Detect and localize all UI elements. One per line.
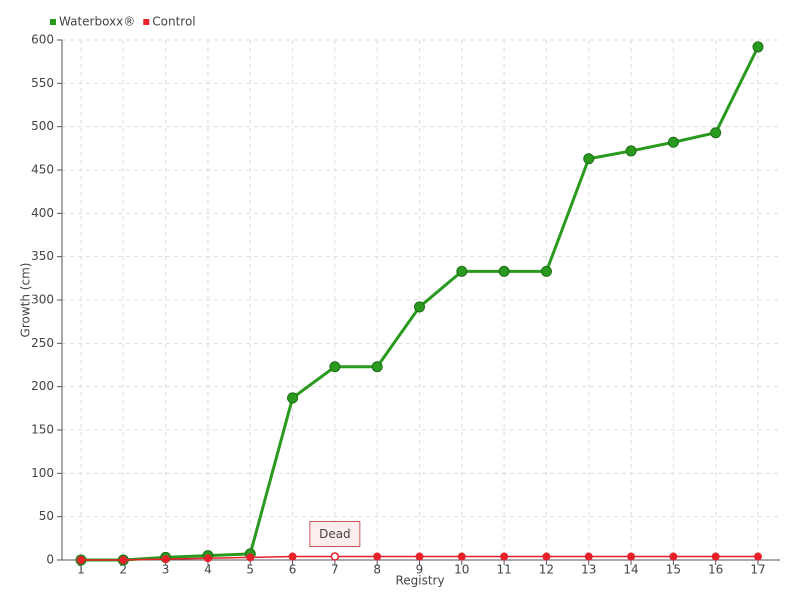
x-tick-label: 1 (77, 563, 85, 577)
data-point (754, 552, 762, 561)
data-point (288, 552, 297, 561)
data-point (540, 265, 552, 277)
x-tick-label: 15 (666, 563, 681, 577)
data-point (373, 552, 382, 561)
y-tick-label: 300 (31, 293, 54, 307)
x-tick-label: 5 (246, 563, 254, 577)
data-point (625, 145, 637, 157)
data-point (329, 361, 341, 373)
x-tick-label: 16 (708, 563, 723, 577)
data-point (584, 552, 593, 561)
y-tick-label: 500 (31, 119, 54, 133)
data-point (246, 553, 255, 562)
legend-label: Waterboxx® (59, 15, 135, 29)
x-tick-label: 11 (496, 563, 511, 577)
data-point (415, 552, 424, 561)
x-tick-label: 17 (750, 563, 765, 577)
x-tick-label: 12 (539, 563, 554, 577)
y-tick-label: 550 (31, 76, 54, 90)
x-tick-label: 4 (204, 563, 212, 577)
y-tick-label: 250 (31, 336, 54, 350)
y-tick-label: 0 (46, 553, 54, 567)
data-point (711, 552, 720, 561)
data-point (500, 552, 509, 561)
data-point (456, 265, 468, 277)
data-point (583, 153, 595, 165)
annotation: Dead (309, 521, 361, 547)
x-tick-label: 13 (581, 563, 596, 577)
data-point (161, 555, 170, 564)
data-point (710, 127, 722, 139)
data-point (627, 552, 636, 561)
x-tick-label: 3 (162, 563, 170, 577)
y-tick-label: 150 (31, 423, 54, 437)
legend-swatch (143, 19, 150, 25)
data-point (371, 361, 383, 373)
x-tick-label: 14 (623, 563, 638, 577)
data-point (752, 41, 764, 53)
legend-swatch (50, 19, 56, 25)
x-tick-label: 10 (454, 563, 469, 577)
x-tick-label: 8 (373, 563, 381, 577)
y-tick-label: 600 (31, 33, 54, 47)
y-axis-label: Growth (cm) (19, 263, 33, 338)
y-tick-label: 50 (39, 509, 54, 523)
legend-label: Control (152, 15, 195, 29)
data-point (77, 556, 85, 564)
data-point (667, 136, 679, 148)
y-tick-label: 450 (31, 163, 54, 177)
x-tick-label: 6 (289, 563, 297, 577)
y-tick-label: 350 (31, 249, 54, 263)
y-tick-label: 200 (31, 379, 54, 393)
x-tick-label: 2 (119, 563, 127, 577)
x-tick-label: 7 (331, 563, 339, 577)
data-point (669, 552, 678, 561)
data-point (542, 552, 551, 561)
data-point (414, 301, 425, 313)
y-tick-label: 100 (31, 466, 54, 480)
data-point (203, 554, 212, 563)
annotation-box (309, 521, 361, 547)
y-tick-label: 400 (31, 206, 54, 220)
x-axis-label: Registry (395, 574, 444, 588)
data-point (119, 556, 128, 564)
data-point (498, 265, 510, 277)
annotation-label: Dead (319, 527, 351, 541)
data-point (287, 392, 299, 404)
data-point (457, 552, 466, 561)
data-point (330, 552, 340, 561)
x-tick-label: 9 (416, 563, 424, 577)
